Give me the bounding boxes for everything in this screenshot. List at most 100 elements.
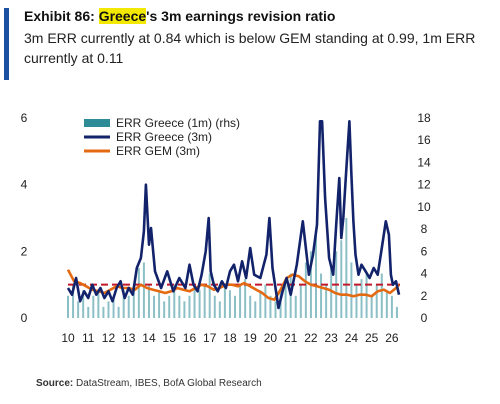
x-tick-label: 17: [203, 331, 217, 345]
bar-mark: [67, 295, 69, 318]
y-right-tick-label: 18: [417, 111, 431, 125]
bar-mark: [107, 301, 110, 318]
x-tick-label: 24: [345, 331, 359, 345]
source-note: Source: DataStream, IBES, BofA Global Re…: [36, 378, 262, 389]
bar-mark: [193, 284, 196, 318]
bar-mark: [158, 290, 161, 318]
bar-mark: [370, 295, 373, 318]
y-right-tick-label: 16: [417, 133, 431, 147]
bar-mark: [259, 290, 262, 318]
bar-mark: [147, 284, 150, 318]
bar-mark: [218, 301, 221, 318]
bar-mark: [249, 295, 252, 318]
x-tick-label: 10: [61, 331, 75, 345]
series-line-err-gem-3m: [66, 269, 400, 302]
x-tick-label: 22: [304, 331, 318, 345]
title-prefix: Exhibit 86:: [24, 8, 99, 24]
bar-mark: [269, 295, 272, 318]
title-highlight: Greece: [98, 8, 147, 24]
x-tick-label: 12: [102, 331, 116, 345]
title-accent-bar: [4, 8, 9, 80]
x-tick-label: 13: [122, 331, 136, 345]
x-tick-label: 20: [264, 331, 278, 345]
bar-mark: [385, 290, 388, 318]
bar-mark: [82, 290, 85, 318]
bar-mark: [223, 284, 226, 318]
bar-mark: [340, 240, 343, 318]
y-right-tick-label: 14: [417, 155, 431, 169]
bar-mark: [92, 295, 95, 318]
y-left-tick-label: 4: [21, 178, 28, 192]
bar-mark: [208, 273, 211, 318]
legend: ERR Greece (1m) (rhs)ERR Greece (3m)ERR …: [84, 116, 240, 158]
bar-mark: [183, 301, 186, 318]
bar-mark: [163, 301, 166, 318]
y-right-tick-label: 10: [417, 200, 431, 214]
bar-mark: [127, 295, 130, 318]
y-right-tick-label: 0: [421, 311, 428, 325]
bar-mark: [87, 306, 90, 318]
y-left-tick-label: 0: [21, 311, 28, 325]
bar-mark: [254, 301, 257, 318]
bar-mark: [395, 306, 398, 318]
source-text: DataStream, IBES, BofA Global Research: [73, 378, 262, 389]
bar-mark: [122, 290, 125, 318]
bar-mark: [213, 295, 216, 318]
x-tick-label: 18: [223, 331, 237, 345]
bar-mark: [330, 268, 333, 318]
bar-mark: [112, 295, 115, 318]
bar-mark: [188, 295, 191, 318]
bar-mark: [294, 295, 297, 318]
x-tick-label: 16: [183, 331, 197, 345]
title-suffix: 's 3m earnings revision ratio: [146, 8, 336, 24]
bar-mark: [173, 284, 176, 318]
bar-mark: [72, 284, 75, 318]
x-tick-label: 25: [365, 331, 379, 345]
bar-mark: [153, 295, 156, 318]
bar-mark: [198, 290, 201, 318]
y-right-tick-label: 6: [421, 244, 428, 258]
bar-mark: [264, 284, 267, 318]
x-tick-label: 15: [163, 331, 177, 345]
bar-mark: [203, 284, 206, 318]
bar-mark: [274, 301, 277, 318]
y-right-tick-label: 4: [421, 267, 428, 281]
bar-mark: [239, 284, 242, 318]
bar-mark: [97, 290, 100, 318]
series-line-err-greece-3m: [66, 120, 401, 310]
y-right-tick-label: 12: [417, 178, 431, 192]
bar-mark: [360, 279, 363, 318]
x-tick-label: 14: [142, 331, 156, 345]
bar-mark: [284, 284, 287, 318]
bar-mark: [299, 284, 302, 318]
legend-label: ERR Greece (1m) (rhs): [116, 116, 240, 130]
bar-mark: [345, 218, 348, 318]
bar-mark: [168, 295, 171, 318]
bar-mark: [350, 262, 353, 318]
bar-mark: [132, 284, 135, 318]
y-left-tick-label: 6: [21, 111, 28, 125]
bar-mark: [375, 284, 378, 318]
bar-mark: [325, 284, 328, 318]
bar-mark: [102, 306, 105, 318]
legend-label: ERR GEM (3m): [116, 144, 200, 158]
bar-mark: [234, 295, 237, 318]
y-right-tick-label: 2: [421, 289, 428, 303]
bar-mark: [320, 273, 323, 318]
chart-subtitle: 3m ERR currently at 0.84 which is below …: [24, 30, 476, 66]
bar-mark: [314, 229, 317, 318]
y-left-tick-label: 2: [21, 244, 28, 258]
bar-mark: [244, 279, 247, 318]
y-right-tick-label: 8: [421, 222, 428, 236]
x-tick-label: 23: [324, 331, 338, 345]
x-tick-label: 21: [284, 331, 298, 345]
bar-mark: [380, 273, 383, 318]
chart-title: Exhibit 86: Greece's 3m earnings revisio…: [24, 8, 335, 24]
x-tick-label: 19: [244, 331, 258, 345]
x-tick-label: 11: [82, 331, 95, 345]
legend-swatch: [84, 119, 110, 127]
legend-label: ERR Greece (3m): [116, 130, 212, 144]
bar-mark: [137, 268, 140, 318]
